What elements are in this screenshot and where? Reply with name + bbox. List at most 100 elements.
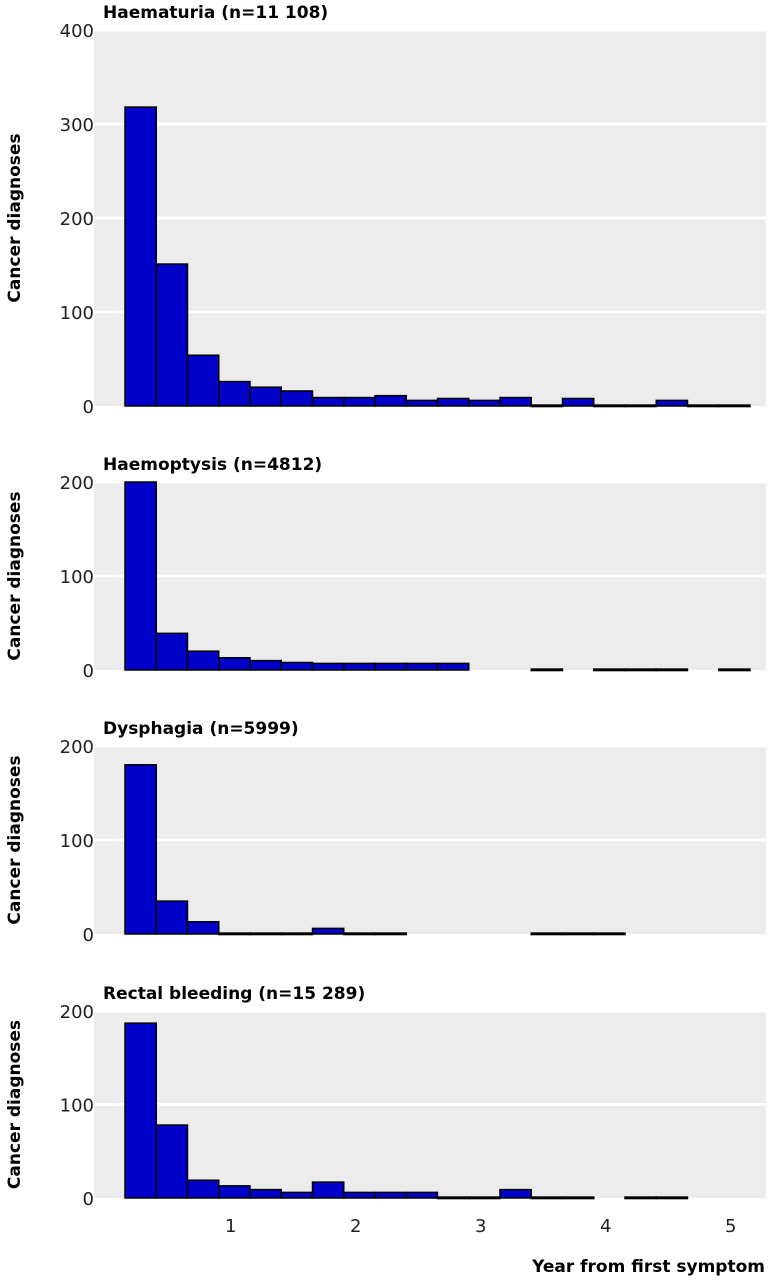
y-axis-label: Cancer diagnoses [5,491,25,660]
histogram-bar [280,1191,314,1199]
y-tick-label: 0 [83,925,94,946]
histogram-bar [155,632,189,671]
histogram-bar [155,1124,189,1199]
histogram-bar [124,106,157,407]
chart-panel: 0 100 200 300 400 Haematuria (n=11 108) Cancer… [5,3,766,418]
panel-title: Haemoptysis (n=4812) [103,455,322,475]
histogram-bar [343,396,376,407]
histogram-bar [280,932,314,936]
histogram-bar [374,932,407,936]
histogram-bar [155,263,189,407]
x-tick-label: 5 [725,1216,736,1237]
y-tick-label: 200 [60,1002,94,1023]
histogram-bar [186,650,220,671]
histogram-bar [249,932,282,936]
y-tick-label: 200 [60,209,94,230]
histogram-bar [311,1181,345,1199]
histogram-bar [374,662,407,671]
histogram-bar [218,657,251,671]
histogram-bar [186,921,220,935]
histogram-bar [405,399,439,407]
y-tick-label: 100 [60,831,94,852]
y-tick-label: 100 [60,1096,94,1117]
histogram-bar [374,394,407,407]
histogram-bar [624,404,657,408]
histogram-bar [124,1022,157,1199]
y-axis-label: Cancer diagnoses [5,133,25,302]
histogram-bar [343,662,376,671]
histogram-bar [530,404,564,408]
histogram-bar [343,932,376,936]
histogram-bar [624,668,657,672]
histogram-bar [374,1191,407,1199]
histogram-bar [499,1188,532,1199]
histogram-bar [593,404,626,408]
x-tick-label: 3 [475,1216,486,1237]
histogram-bar [655,399,689,407]
histogram-bar [249,386,282,407]
histogram-bar [436,397,470,407]
histogram-bar [561,397,595,407]
panels: 0 100 200 300 400 Haematuria (n=11 108) Cancer… [5,3,766,1210]
histogram-bar [530,932,564,936]
histogram-bar [311,396,345,407]
histogram-bar [124,481,157,671]
x-tick-label: 2 [350,1216,361,1237]
y-tick-label: 0 [83,1189,94,1210]
histogram-bar [249,1188,282,1199]
histogram-bar [561,1196,595,1200]
x-tick-label: 4 [600,1216,611,1237]
histogram-bar [436,1196,470,1200]
y-tick-label: 400 [60,21,94,42]
histogram-bar [718,668,751,672]
y-axis-label: Cancer diagnoses [5,1020,25,1189]
y-tick-label: 100 [60,303,94,324]
histogram-bar [218,1185,251,1199]
histogram-bar [655,1196,689,1200]
chart-panel: 0 100 200 Rectal bleeding (n=15 289) Cancer … [5,984,766,1210]
histogram-bar [468,1196,501,1200]
chart-panel: 0 100 200 Haemoptysis (n=4812) Cancer diagno… [5,455,766,682]
panel-title: Rectal bleeding (n=15 289) [103,984,365,1004]
histogram-bar [249,659,282,671]
y-tick-label: 200 [60,737,94,758]
histogram-bar [436,662,470,671]
y-tick-label: 100 [60,567,94,588]
y-tick-label: 0 [83,661,94,682]
x-axis: 1 2 3 4 5 [225,1216,736,1237]
y-tick-label: 300 [60,115,94,136]
histogram-bar [530,1196,564,1200]
histogram-bar [499,396,532,407]
histogram-bar [218,380,251,407]
histogram-bar [405,1191,439,1199]
histogram-bar [218,932,251,936]
histogram-bar [686,404,720,408]
histogram-bar [280,390,314,407]
histogram-bar [593,668,626,672]
y-axis-label: Cancer diagnoses [5,755,25,924]
panel-title: Haematuria (n=11 108) [103,3,328,23]
histogram-bar [343,1191,376,1199]
histogram-bar [311,927,345,935]
panel-title: Dysphagia (n=5999) [103,719,299,739]
histogram-bar [186,354,220,407]
histogram-bar [280,661,314,671]
histogram-bar [405,662,439,671]
histogram-bar [468,399,501,407]
y-tick-label: 200 [60,473,94,494]
histogram-bar [593,932,626,936]
x-tick-label: 1 [225,1216,236,1237]
histogram-bar [718,404,751,408]
histogram-bar [155,900,189,935]
histogram-bar [624,1196,657,1200]
histogram-bar [186,1179,220,1199]
chart-panel: 0 100 200 Dysphagia (n=5999) Cancer diagnose… [5,719,766,946]
x-axis-label: Year from first symptom [531,1257,765,1277]
histogram-bar [655,668,689,672]
histogram-bar [561,932,595,936]
histogram-bar [311,662,345,671]
y-tick-label: 0 [83,397,94,418]
histogram-bar [530,668,564,672]
histogram-bar [124,764,157,935]
